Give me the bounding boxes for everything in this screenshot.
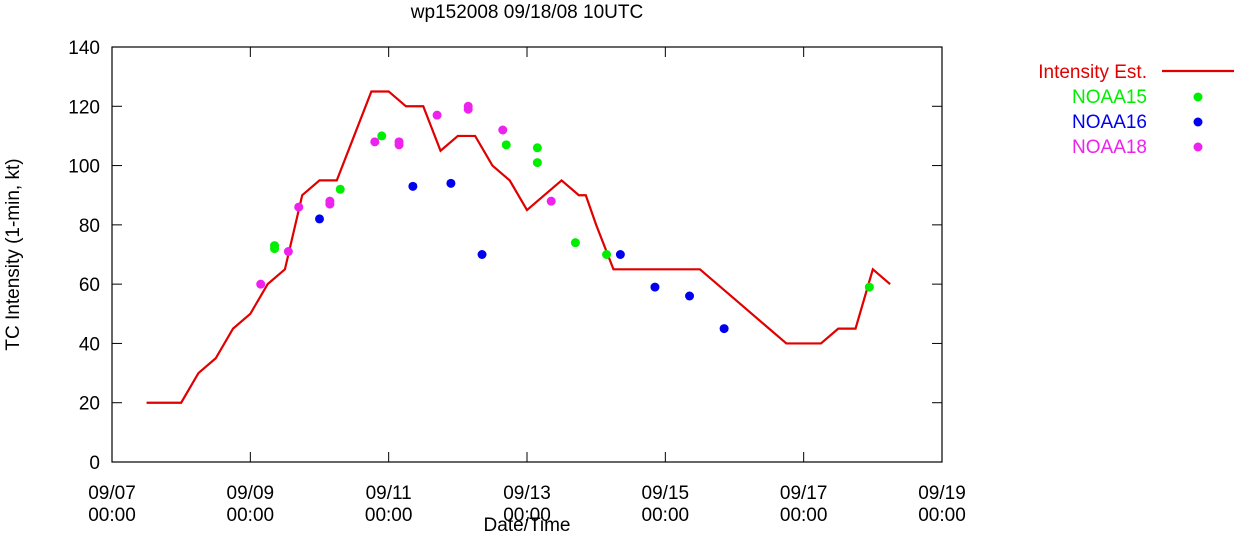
data-point bbox=[685, 291, 695, 301]
legend-label: NOAA15 bbox=[1072, 87, 1147, 108]
data-point bbox=[477, 250, 487, 259]
data-point bbox=[719, 324, 729, 334]
data-point bbox=[408, 181, 418, 191]
y-tick-label: 0 bbox=[89, 453, 100, 474]
axes-frame: 02040608010012014009/0700:0009/0900:0009… bbox=[68, 38, 965, 526]
series-intensity-est- bbox=[146, 90, 891, 404]
legend-point-swatch bbox=[1193, 92, 1203, 102]
data-point bbox=[325, 199, 335, 209]
series-noaa16 bbox=[315, 178, 729, 334]
x-tick-label-time: 00:00 bbox=[918, 505, 966, 526]
y-tick-label: 140 bbox=[68, 38, 100, 59]
x-tick-label-time: 00:00 bbox=[503, 505, 551, 526]
data-point bbox=[294, 202, 304, 212]
data-point bbox=[315, 214, 324, 224]
data-point bbox=[394, 140, 404, 150]
data-point bbox=[446, 178, 456, 188]
x-tick-label-time: 00:00 bbox=[88, 505, 136, 526]
legend-label: Intensity Est. bbox=[1038, 62, 1147, 83]
x-tick-label-time: 00:00 bbox=[780, 505, 828, 526]
y-tick-label: 80 bbox=[79, 216, 100, 237]
data-point bbox=[283, 247, 293, 257]
chart-title: wp152008 09/18/08 10UTC bbox=[410, 2, 643, 23]
y-tick-label: 100 bbox=[68, 157, 100, 178]
intensity-line bbox=[146, 90, 891, 404]
data-point bbox=[432, 110, 442, 120]
data-point bbox=[501, 140, 511, 150]
plot-border bbox=[111, 46, 943, 463]
data-point bbox=[864, 282, 874, 292]
data-point bbox=[463, 104, 473, 114]
x-axis-title: Date/Time bbox=[484, 515, 571, 533]
x-tick-label-date: 09/13 bbox=[503, 483, 551, 504]
data-point bbox=[335, 184, 345, 194]
data-point bbox=[532, 143, 542, 153]
data-point bbox=[370, 137, 380, 147]
data-point bbox=[256, 279, 266, 289]
y-tick-label: 20 bbox=[79, 394, 100, 415]
legend-label: NOAA16 bbox=[1072, 112, 1147, 133]
series-layer bbox=[146, 90, 891, 404]
y-tick-label: 120 bbox=[68, 97, 100, 118]
data-point bbox=[650, 282, 660, 292]
x-tick-label-date: 09/11 bbox=[366, 483, 412, 504]
data-point bbox=[532, 158, 542, 168]
legend-label: NOAA18 bbox=[1072, 137, 1147, 158]
x-tick-label-date: 09/19 bbox=[918, 483, 966, 504]
x-tick-label-time: 00:00 bbox=[227, 505, 275, 526]
data-point bbox=[615, 250, 625, 259]
data-point bbox=[602, 250, 612, 259]
y-tick-label: 40 bbox=[79, 334, 100, 355]
x-tick-label-date: 09/09 bbox=[227, 483, 275, 504]
legend-point-swatch bbox=[1193, 142, 1203, 152]
series-noaa18 bbox=[256, 101, 556, 289]
data-point bbox=[546, 196, 556, 206]
x-tick-label-date: 09/07 bbox=[88, 483, 136, 504]
x-tick-label-time: 00:00 bbox=[365, 505, 413, 526]
legend: Intensity Est. NOAA15 NOAA16 NOAA18 bbox=[1038, 62, 1234, 158]
data-point bbox=[377, 131, 387, 141]
x-tick-label-date: 09/15 bbox=[642, 483, 690, 504]
data-point bbox=[270, 244, 280, 254]
y-axis-title: TC Intensity (1-min, kt) bbox=[3, 158, 24, 350]
x-tick-label-time: 00:00 bbox=[642, 505, 690, 526]
x-tick-label-date: 09/17 bbox=[780, 483, 828, 504]
y-tick-label: 60 bbox=[79, 275, 100, 296]
data-point bbox=[498, 125, 508, 135]
series-noaa15 bbox=[270, 131, 874, 292]
data-point bbox=[570, 238, 580, 248]
legend-point-swatch bbox=[1193, 117, 1203, 127]
